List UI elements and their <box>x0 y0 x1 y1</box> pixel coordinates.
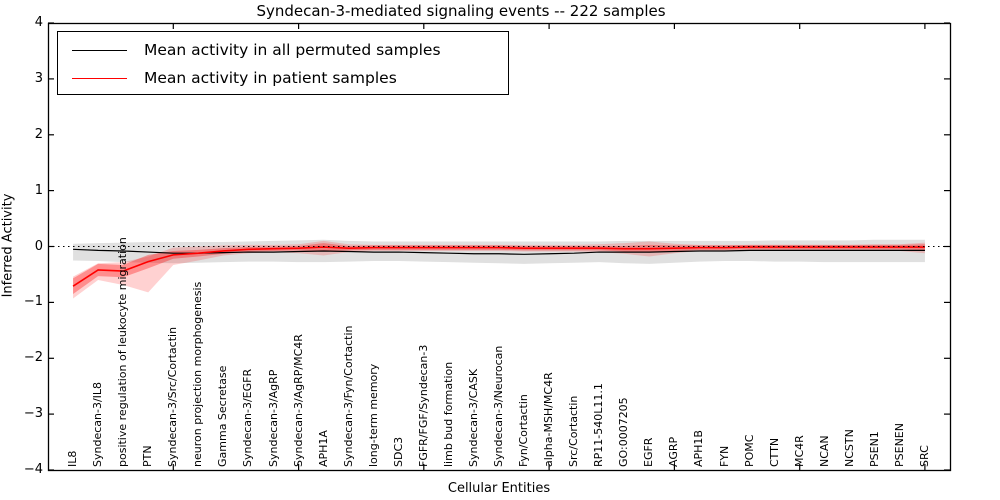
x-tick-label: limb bud formation <box>441 361 455 467</box>
legend: Mean activity in all permuted samples Me… <box>57 31 509 95</box>
x-tick-label: MC4R <box>792 435 806 467</box>
x-tick-label: CTTN <box>767 437 781 467</box>
x-tick-label: Syndecan-3/Src/Cortactin <box>166 326 180 467</box>
y-tick-label: 3 <box>34 70 43 86</box>
x-tick-label: Src/Cortactin <box>567 395 581 467</box>
y-tick-label: −4 <box>23 462 43 477</box>
x-tick-label: Syndecan-3/AgRP <box>266 369 280 467</box>
y-tick-label: −3 <box>23 406 43 422</box>
x-tick-label: EGFR <box>642 437 656 467</box>
y-tick-label: −2 <box>23 350 43 366</box>
x-tick-label: PTN <box>141 445 155 467</box>
x-tick-label: PSEN1 <box>867 431 881 467</box>
y-tick-label: −1 <box>23 294 43 310</box>
y-tick-label: 0 <box>34 238 43 254</box>
x-tick-label: NCAN <box>817 435 831 467</box>
x-tick-label: RP11-540L11.1 <box>592 383 606 467</box>
x-tick-label: alpha-MSH/MC4R <box>542 372 556 467</box>
x-tick-label: Syndecan-3/Fyn/Cortactin <box>341 325 355 467</box>
x-tick-label: AGRP <box>667 436 681 467</box>
x-tick-label: Fyn/Cortactin <box>517 394 531 467</box>
x-tick-label: APH1B <box>692 430 706 467</box>
x-tick-label: FGFR/FGF/Syndecan-3 <box>416 344 430 467</box>
y-tick-label: 4 <box>34 15 43 30</box>
x-tick-label: Syndecan-3/AgRP/MC4R <box>291 334 305 467</box>
x-tick-label: Syndecan-3/EGFR <box>241 368 255 467</box>
x-tick-label: positive regulation of leukocyte migrati… <box>116 237 130 467</box>
x-tick-label: NCSTN <box>842 429 856 467</box>
x-tick-label: Syndecan-3/Neurocan <box>492 345 505 467</box>
x-axis-label: Cellular Entities <box>447 481 551 496</box>
x-tick-label: GO:0007205 <box>617 397 631 467</box>
x-tick-label: PSENEN <box>892 423 906 467</box>
chart-title: Syndecan-3-mediated signaling events -- … <box>256 2 666 20</box>
x-tick-label: Gamma Secretase <box>216 365 230 467</box>
x-tick-label: Syndecan-3/IL8 <box>91 381 105 467</box>
x-tick-label: long-term memory <box>366 363 380 467</box>
x-tick-label: POMC <box>742 434 756 467</box>
x-tick-label: IL8 <box>66 450 80 467</box>
legend-label-patient: Mean activity in patient samples <box>144 69 397 87</box>
legend-line-permuted-icon <box>72 49 127 51</box>
x-tick-label: SDC3 <box>391 436 405 467</box>
legend-entry-patient: Mean activity in patient samples <box>58 64 508 92</box>
y-tick-label: 2 <box>34 126 43 142</box>
x-tick-label: SRC <box>917 445 931 467</box>
x-tick-label: FYN <box>717 445 731 467</box>
x-tick-label: neuron projection morphogenesis <box>191 281 205 467</box>
legend-label-permuted: Mean activity in all permuted samples <box>144 41 441 59</box>
legend-line-patient-icon <box>72 77 127 79</box>
y-tick-label: 1 <box>34 182 43 198</box>
x-tick-label: Syndecan-3/CASK <box>466 368 480 467</box>
x-tick-label: APH1A <box>316 430 330 467</box>
legend-entry-permuted: Mean activity in all permuted samples <box>58 36 508 64</box>
